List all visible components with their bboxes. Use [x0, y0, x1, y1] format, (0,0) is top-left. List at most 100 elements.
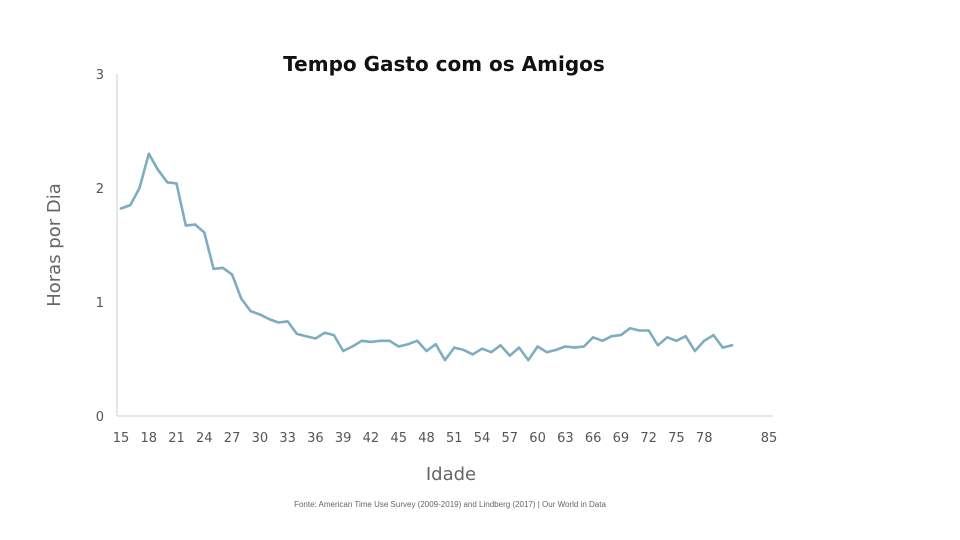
x-tick-label: 78 [696, 431, 713, 446]
source-note: Fonte: American Time Use Survey (2009-20… [294, 500, 606, 509]
data-point [499, 344, 502, 347]
data-point [240, 297, 243, 300]
y-tick-label: 2 [96, 182, 104, 197]
y-tick-label: 0 [96, 410, 104, 425]
data-point [425, 349, 428, 353]
data-point [129, 203, 132, 207]
x-tick-label: 18 [140, 431, 157, 446]
data-point [610, 335, 613, 338]
data-point [156, 168, 160, 171]
data-point [684, 335, 687, 338]
data-point [379, 339, 382, 342]
data-point [638, 329, 641, 332]
data-point [647, 329, 650, 332]
data-point [554, 348, 558, 352]
x-tick-label: 42 [363, 431, 380, 446]
data-point [369, 340, 373, 344]
x-tick-label: 60 [529, 431, 546, 446]
data-point [147, 152, 150, 155]
data-point [138, 186, 141, 190]
data-point [166, 181, 169, 184]
data-point [730, 344, 734, 347]
chart-title: Tempo Gasto com os Amigos [283, 52, 605, 76]
data-point [277, 321, 280, 324]
x-tick-label: 21 [168, 431, 185, 446]
data-point [360, 339, 363, 342]
y-axis-label: Horas por Dia [44, 183, 65, 307]
data-point [258, 313, 262, 316]
data-point [119, 207, 123, 210]
x-tick-label: 63 [557, 431, 574, 446]
x-tick-label: 57 [502, 431, 519, 446]
data-point [693, 349, 697, 353]
x-tick-label: 24 [196, 431, 213, 446]
x-tick-label: 75 [668, 431, 685, 446]
data-point [416, 339, 419, 342]
data-point [536, 345, 539, 348]
data-point [203, 231, 206, 234]
data-point [286, 320, 289, 323]
data-point [601, 339, 604, 342]
x-tick-label: 39 [335, 431, 352, 446]
data-point [388, 339, 391, 342]
data-point [267, 317, 271, 321]
data-point [342, 349, 345, 353]
x-tick-label: 30 [252, 431, 269, 446]
x-tick-label: 45 [390, 431, 407, 446]
x-tick-labels: 15 18 21 24 27 30 33 36 39 42 45 48 51 54 57 60 63 66 69 72… [113, 431, 778, 446]
y-tick-labels: 0 1 2 3 [96, 68, 104, 425]
x-tick-label: 33 [279, 431, 296, 446]
data-point [527, 358, 530, 362]
data-point [397, 345, 400, 348]
data-point [564, 345, 567, 348]
y-tick-label: 3 [96, 68, 104, 83]
data-point [656, 344, 660, 347]
data-point [619, 333, 623, 337]
x-tick-label: 15 [113, 431, 130, 446]
series-group [119, 152, 734, 362]
x-tick-label: 27 [224, 431, 241, 446]
data-point [295, 332, 299, 336]
data-point [628, 327, 632, 330]
data-point [462, 348, 465, 352]
data-point [453, 346, 456, 349]
data-point [545, 351, 548, 354]
data-point [721, 346, 724, 349]
data-point [490, 351, 493, 354]
data-point [351, 345, 354, 348]
x-tick-label: 36 [307, 431, 324, 446]
x-tick-label: 69 [613, 431, 630, 446]
x-axis-label: Idade [426, 464, 476, 485]
data-point [443, 358, 447, 362]
data-point [434, 343, 437, 346]
data-point [175, 182, 178, 185]
data-point [230, 273, 234, 276]
x-tick-label: 72 [640, 431, 657, 446]
x-tick-label: 51 [446, 431, 463, 446]
series-line [119, 152, 734, 362]
data-point [471, 353, 474, 356]
data-point [582, 345, 586, 348]
y-tick-label: 1 [96, 296, 104, 311]
data-point [212, 267, 215, 271]
data-point [406, 343, 410, 346]
data-point [304, 335, 308, 338]
data-point [666, 336, 669, 339]
data-point [332, 333, 336, 337]
data-point [591, 336, 595, 339]
data-point [508, 354, 511, 357]
data-point [323, 331, 326, 334]
data-point [517, 346, 521, 349]
x-tick-label: 54 [474, 431, 491, 446]
data-point [573, 346, 576, 349]
data-point [703, 339, 706, 342]
data-point [184, 224, 187, 227]
x-tick-label: 66 [585, 431, 602, 446]
data-point [193, 223, 197, 226]
x-tick-label: 85 [761, 431, 778, 446]
data-point [221, 266, 224, 269]
x-tick-label: 48 [418, 431, 435, 446]
data-point [314, 337, 317, 340]
data-point [480, 347, 484, 350]
